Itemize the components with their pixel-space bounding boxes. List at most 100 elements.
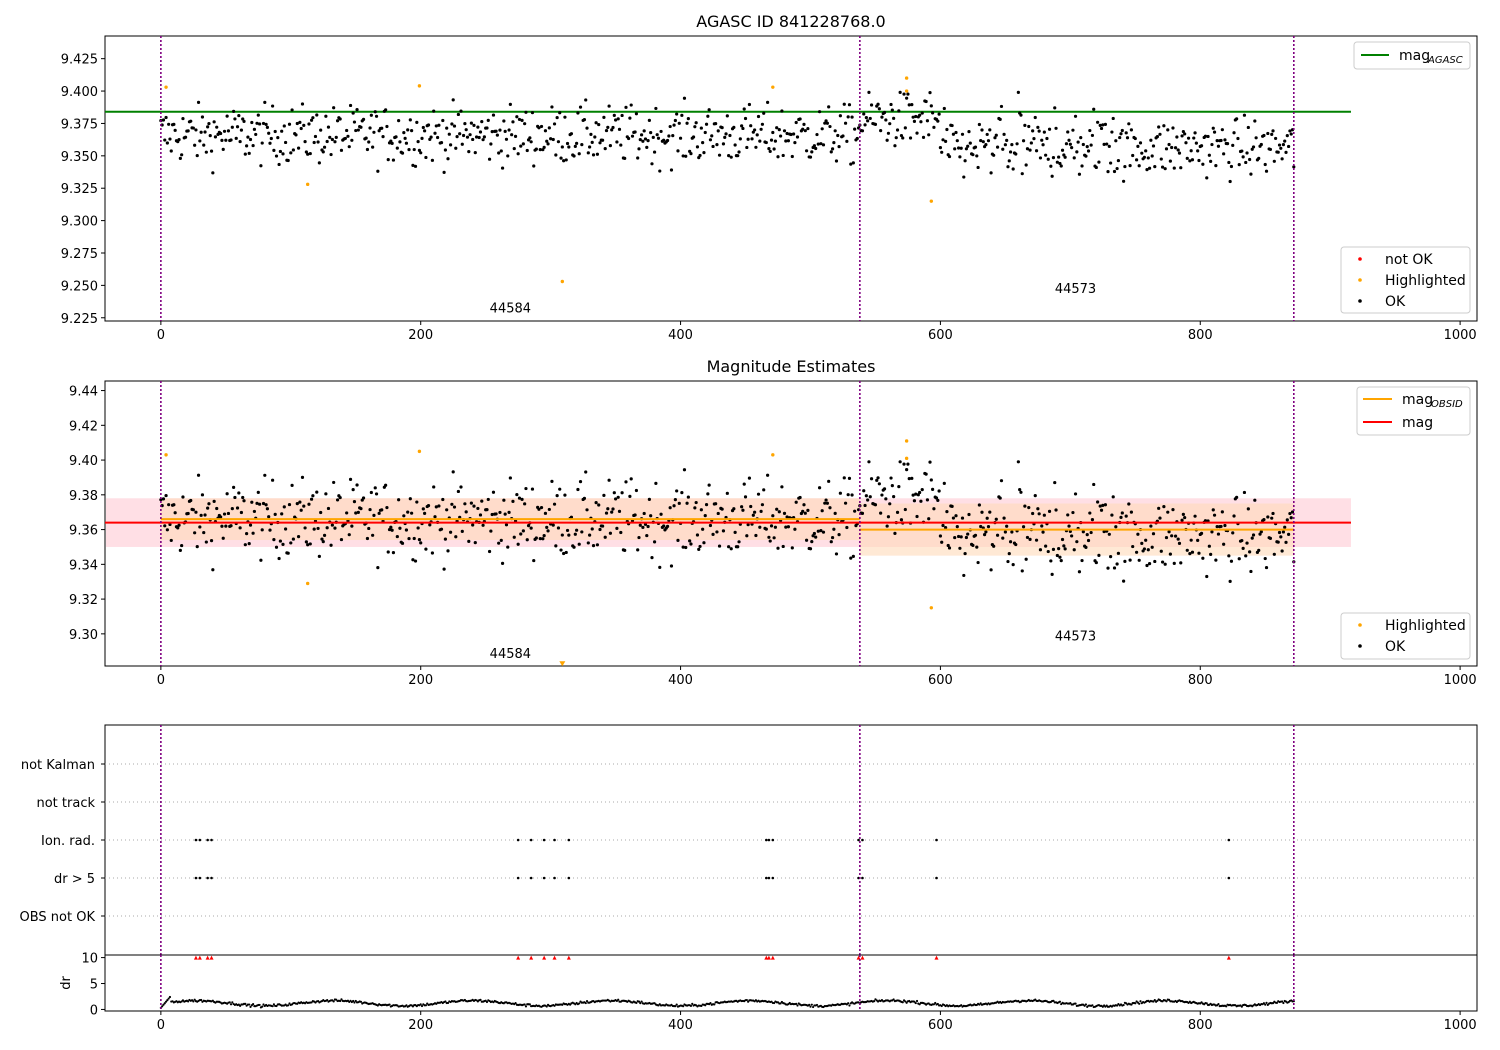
ok-point (172, 122, 176, 126)
ok-point (951, 516, 956, 520)
ok-point (866, 119, 870, 123)
dr-clipped-marker (542, 955, 547, 960)
ok-point (777, 128, 781, 132)
ok-point (263, 473, 267, 477)
ok-point (209, 539, 214, 543)
ok-point (604, 128, 609, 133)
ok-point (400, 541, 405, 545)
ok-point (762, 488, 766, 492)
ok-point (551, 137, 555, 142)
ok-point (801, 509, 805, 513)
ok-point (994, 517, 998, 521)
ok-point (606, 125, 610, 129)
ok-point (1131, 544, 1135, 549)
ok-point (421, 507, 425, 511)
ok-point (524, 110, 528, 114)
ok-point (1160, 165, 1165, 169)
ok-point (291, 537, 295, 541)
ok-point (295, 121, 299, 126)
ok-point (550, 479, 554, 484)
ok-point (434, 124, 438, 128)
ok-point (516, 542, 520, 546)
ok-point (304, 540, 308, 544)
ok-point (1277, 530, 1282, 535)
ok-point (1112, 566, 1117, 570)
ok-point (252, 127, 257, 131)
ok-point (623, 548, 627, 553)
ok-point (316, 526, 320, 531)
ok-point (793, 527, 797, 531)
ok-point (524, 486, 528, 491)
ok-point (295, 502, 299, 506)
ok-point (1157, 125, 1161, 129)
ok-point (1036, 507, 1040, 511)
dr-point (585, 999, 589, 1003)
ok-point (1042, 130, 1046, 134)
ok-point (1205, 176, 1209, 180)
ok-point (252, 509, 257, 514)
ok-point (1175, 135, 1179, 139)
highlighted-point (771, 453, 775, 457)
ok-point (746, 523, 750, 527)
ok-point (380, 508, 384, 512)
ok-point (502, 119, 506, 123)
dr-point (339, 999, 342, 1003)
ok-point (929, 104, 933, 108)
legend-label: mag (1402, 392, 1433, 408)
ok-point (936, 119, 940, 123)
ok-point (481, 138, 485, 142)
ok-point (919, 120, 923, 124)
ok-point (1268, 147, 1273, 152)
ok-point (968, 141, 972, 145)
ok-point (508, 102, 512, 106)
ok-point (537, 507, 541, 511)
ok-point (864, 494, 868, 498)
ok-point (1001, 536, 1005, 540)
ok-point (749, 504, 753, 509)
ok-point (633, 130, 637, 134)
ok-point (641, 525, 645, 529)
ok-point (804, 149, 809, 153)
ok-point (1021, 525, 1026, 529)
ok-point (189, 119, 193, 123)
ok-point (560, 533, 564, 537)
ok-point (523, 502, 527, 506)
dr-point (420, 1004, 424, 1008)
ok-point (274, 154, 279, 158)
ok-point (445, 126, 449, 130)
ok-point (1151, 144, 1156, 148)
ok-point (430, 551, 435, 555)
ok-point (330, 523, 334, 527)
ok-point (882, 110, 887, 115)
y-tick-label: 9.44 (69, 385, 98, 400)
ok-point (478, 513, 483, 517)
dr-point (811, 1005, 815, 1009)
ok-point (181, 495, 185, 499)
dr-point (796, 1004, 799, 1007)
dr-clipped-marker (197, 955, 202, 960)
ok-point (1285, 518, 1289, 522)
ok-point (169, 149, 173, 153)
ok-point (925, 119, 930, 123)
ok-point (689, 542, 693, 546)
ok-point (615, 526, 619, 530)
ok-point (944, 525, 948, 530)
dr-point (523, 1003, 526, 1006)
ok-point (989, 568, 993, 572)
ok-point (843, 501, 848, 505)
ok-point (390, 528, 394, 532)
ok-point (258, 502, 262, 506)
ok-point (993, 136, 997, 140)
y-tick-label: 5 (90, 978, 98, 993)
ok-point (490, 512, 494, 517)
ok-point (785, 515, 789, 519)
ok-point (499, 149, 503, 153)
ok-point (1270, 516, 1274, 520)
ok-point (1031, 511, 1035, 516)
ok-point (1028, 148, 1032, 152)
ok-point (309, 118, 314, 122)
ok-point (1058, 555, 1062, 559)
ok-point (890, 484, 894, 488)
ok-point (1185, 156, 1189, 160)
ok-point (794, 120, 798, 125)
